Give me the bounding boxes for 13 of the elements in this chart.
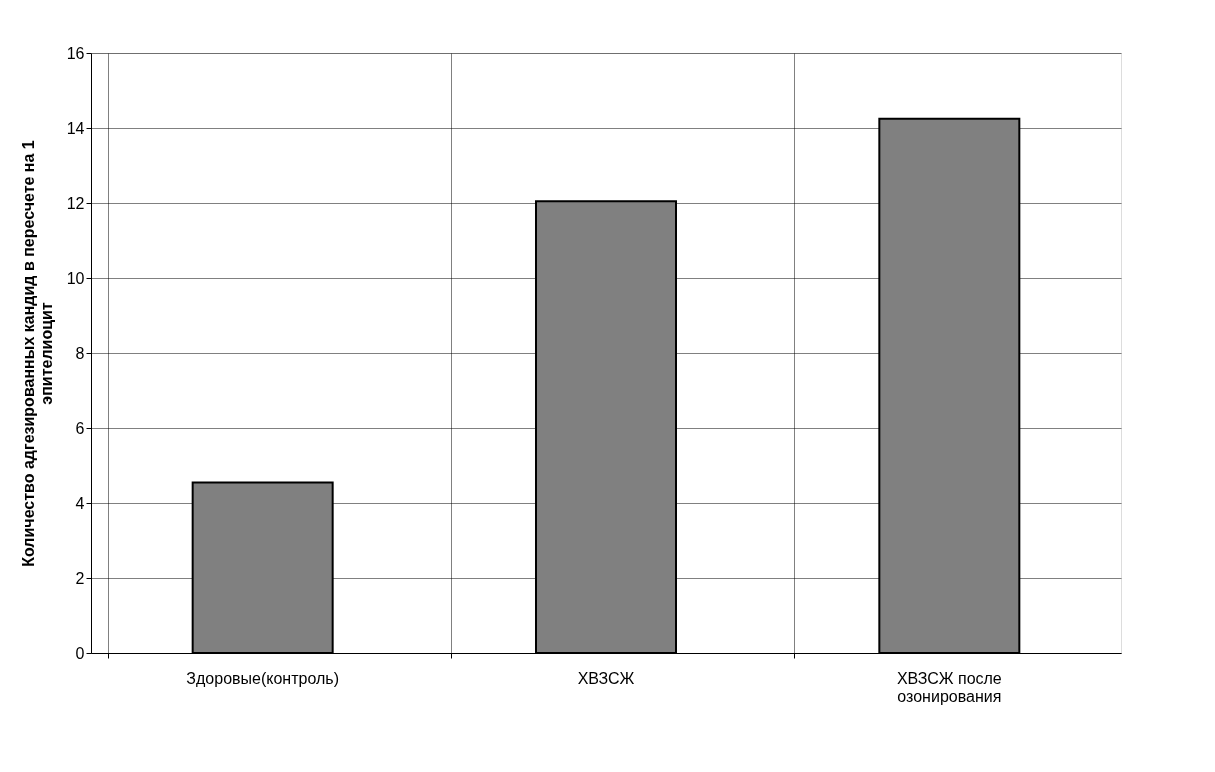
x-tick-label: Здоровые(контроль) bbox=[186, 669, 339, 687]
y-tick-label: 8 bbox=[75, 344, 85, 362]
x-tick-label: ХВЗСЖ bbox=[577, 669, 635, 687]
y-tick-label: 2 bbox=[75, 569, 85, 587]
y-axis-title: Количество адгезированных кандид в пересчете на 1 эпителиоцит bbox=[19, 140, 55, 567]
y-tick-label: 14 bbox=[66, 119, 85, 137]
y-tick-label: 4 bbox=[75, 494, 85, 512]
y-tick-label: 12 bbox=[66, 194, 85, 212]
y-tick-label: 0 bbox=[75, 644, 85, 662]
y-tick-label: 10 bbox=[66, 269, 85, 287]
x-tick-label: ХВЗСЖ после озонирования bbox=[896, 669, 1002, 705]
y-tick-label: 6 bbox=[75, 419, 85, 437]
y-tick-label: 16 bbox=[66, 44, 85, 62]
